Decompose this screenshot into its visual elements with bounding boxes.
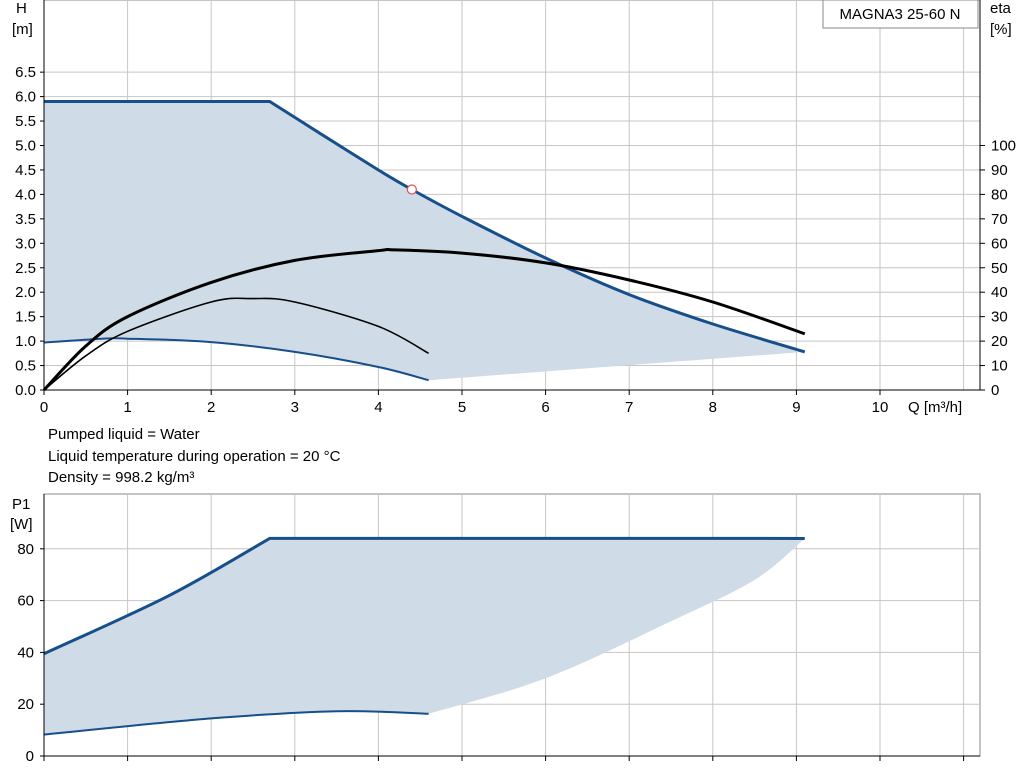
y-axis-label-P1: P1 xyxy=(12,496,30,513)
y-tick-label: 60 xyxy=(17,593,34,610)
y-tick-label: 2.0 xyxy=(15,284,36,301)
x-axis-label-Q: Q [m³/h] xyxy=(908,399,962,416)
power-area-fill xyxy=(44,538,805,735)
x-tick-label: 1 xyxy=(123,399,131,416)
x-tick-label: 9 xyxy=(792,399,800,416)
y2-tick-label: 20 xyxy=(991,333,1008,350)
x-tick-label: 6 xyxy=(541,399,549,416)
y-axis-label-H: H xyxy=(16,0,27,17)
operating-point-marker xyxy=(406,184,417,195)
power-curves xyxy=(43,536,805,736)
y-tick-label: 6.5 xyxy=(15,64,36,81)
x-tick-label: 0 xyxy=(40,399,48,416)
y2-axis-unit-eta: [%] xyxy=(990,21,1012,38)
x-tick-label: 7 xyxy=(625,399,633,416)
y2-tick-label: 70 xyxy=(991,211,1008,228)
max-head-curve xyxy=(44,99,806,354)
y-axis-unit-P1: [W] xyxy=(10,516,33,533)
y-tick-label: 40 xyxy=(17,644,34,661)
note-pumped-liquid: Pumped liquid = Water xyxy=(48,426,200,443)
y-tick-label: 1.5 xyxy=(15,309,36,326)
y-tick-label: 4.5 xyxy=(15,162,36,179)
min-head-curve xyxy=(43,337,429,382)
efficiency-min-curve xyxy=(43,297,429,391)
power-axes: 0 20 40 60 80 xyxy=(17,494,980,765)
max-power-curve xyxy=(43,536,805,656)
head-curves xyxy=(42,99,806,392)
head-axes: 0.0 0.5 1.0 1.5 2.0 2.5 3.0 3.5 4.0 4.5 5.0 5.5 6.0 6… xyxy=(15,0,1016,416)
y2-tick-label: 100 xyxy=(991,138,1016,155)
y2-tick-label: 60 xyxy=(991,235,1008,252)
y-tick-label: 6.0 xyxy=(15,89,36,106)
head-chart: 0.0 0.5 1.0 1.5 2.0 2.5 3.0 3.5 4.0 4.5 5.0 5.5 6.0 6… xyxy=(12,0,1016,416)
efficiency-max-curve xyxy=(42,247,806,392)
y2-axis-label-eta: eta xyxy=(990,0,1012,17)
head-area-fill xyxy=(44,101,805,381)
note-liquid-temperature: Liquid temperature during operation = 20… xyxy=(48,447,341,465)
y-tick-label: 0.0 xyxy=(15,382,36,399)
min-power-curve xyxy=(43,710,429,736)
y-axis-unit-H: [m] xyxy=(12,21,33,38)
y-tick-label: 5.0 xyxy=(15,138,36,155)
head-operating-area xyxy=(44,101,805,381)
y2-tick-label: 90 xyxy=(991,162,1008,179)
y2-tick-label: 30 xyxy=(991,309,1008,326)
y-tick-label: 3.0 xyxy=(15,235,36,252)
x-tick-label: 10 xyxy=(872,399,889,416)
y2-tick-label: 10 xyxy=(991,358,1008,375)
y-tick-label: 0 xyxy=(26,748,34,765)
x-tick-label: 5 xyxy=(458,399,466,416)
power-operating-area xyxy=(44,538,805,735)
y-tick-label: 0.5 xyxy=(15,358,36,375)
power-chart: 0 20 40 60 80 P1 [W] xyxy=(10,493,981,765)
y-tick-label: 80 xyxy=(17,541,34,558)
x-tick-label: 4 xyxy=(374,399,382,416)
y2-tick-label: 0 xyxy=(991,382,999,399)
y-tick-label: 1.0 xyxy=(15,333,36,350)
y-tick-label: 5.5 xyxy=(15,113,36,130)
y-tick-label: 3.5 xyxy=(15,211,36,228)
x-tick-label: 3 xyxy=(291,399,299,416)
y2-tick-label: 50 xyxy=(991,260,1008,277)
title-box xyxy=(822,0,979,29)
y-tick-label: 20 xyxy=(17,696,34,713)
x-tick-label: 8 xyxy=(709,399,717,416)
y-tick-label: 4.0 xyxy=(15,186,36,203)
chart-title: MAGNA3 25-60 N xyxy=(840,6,961,23)
liquid-notes: Pumped liquid = Water Liquid temperature… xyxy=(48,424,340,489)
note-density: Density = 998.2 kg/m³ xyxy=(48,469,195,486)
y2-tick-label: 80 xyxy=(991,186,1008,203)
y-tick-label: 2.5 xyxy=(15,260,36,277)
y2-tick-label: 40 xyxy=(991,284,1008,301)
x-tick-label: 2 xyxy=(207,399,215,416)
